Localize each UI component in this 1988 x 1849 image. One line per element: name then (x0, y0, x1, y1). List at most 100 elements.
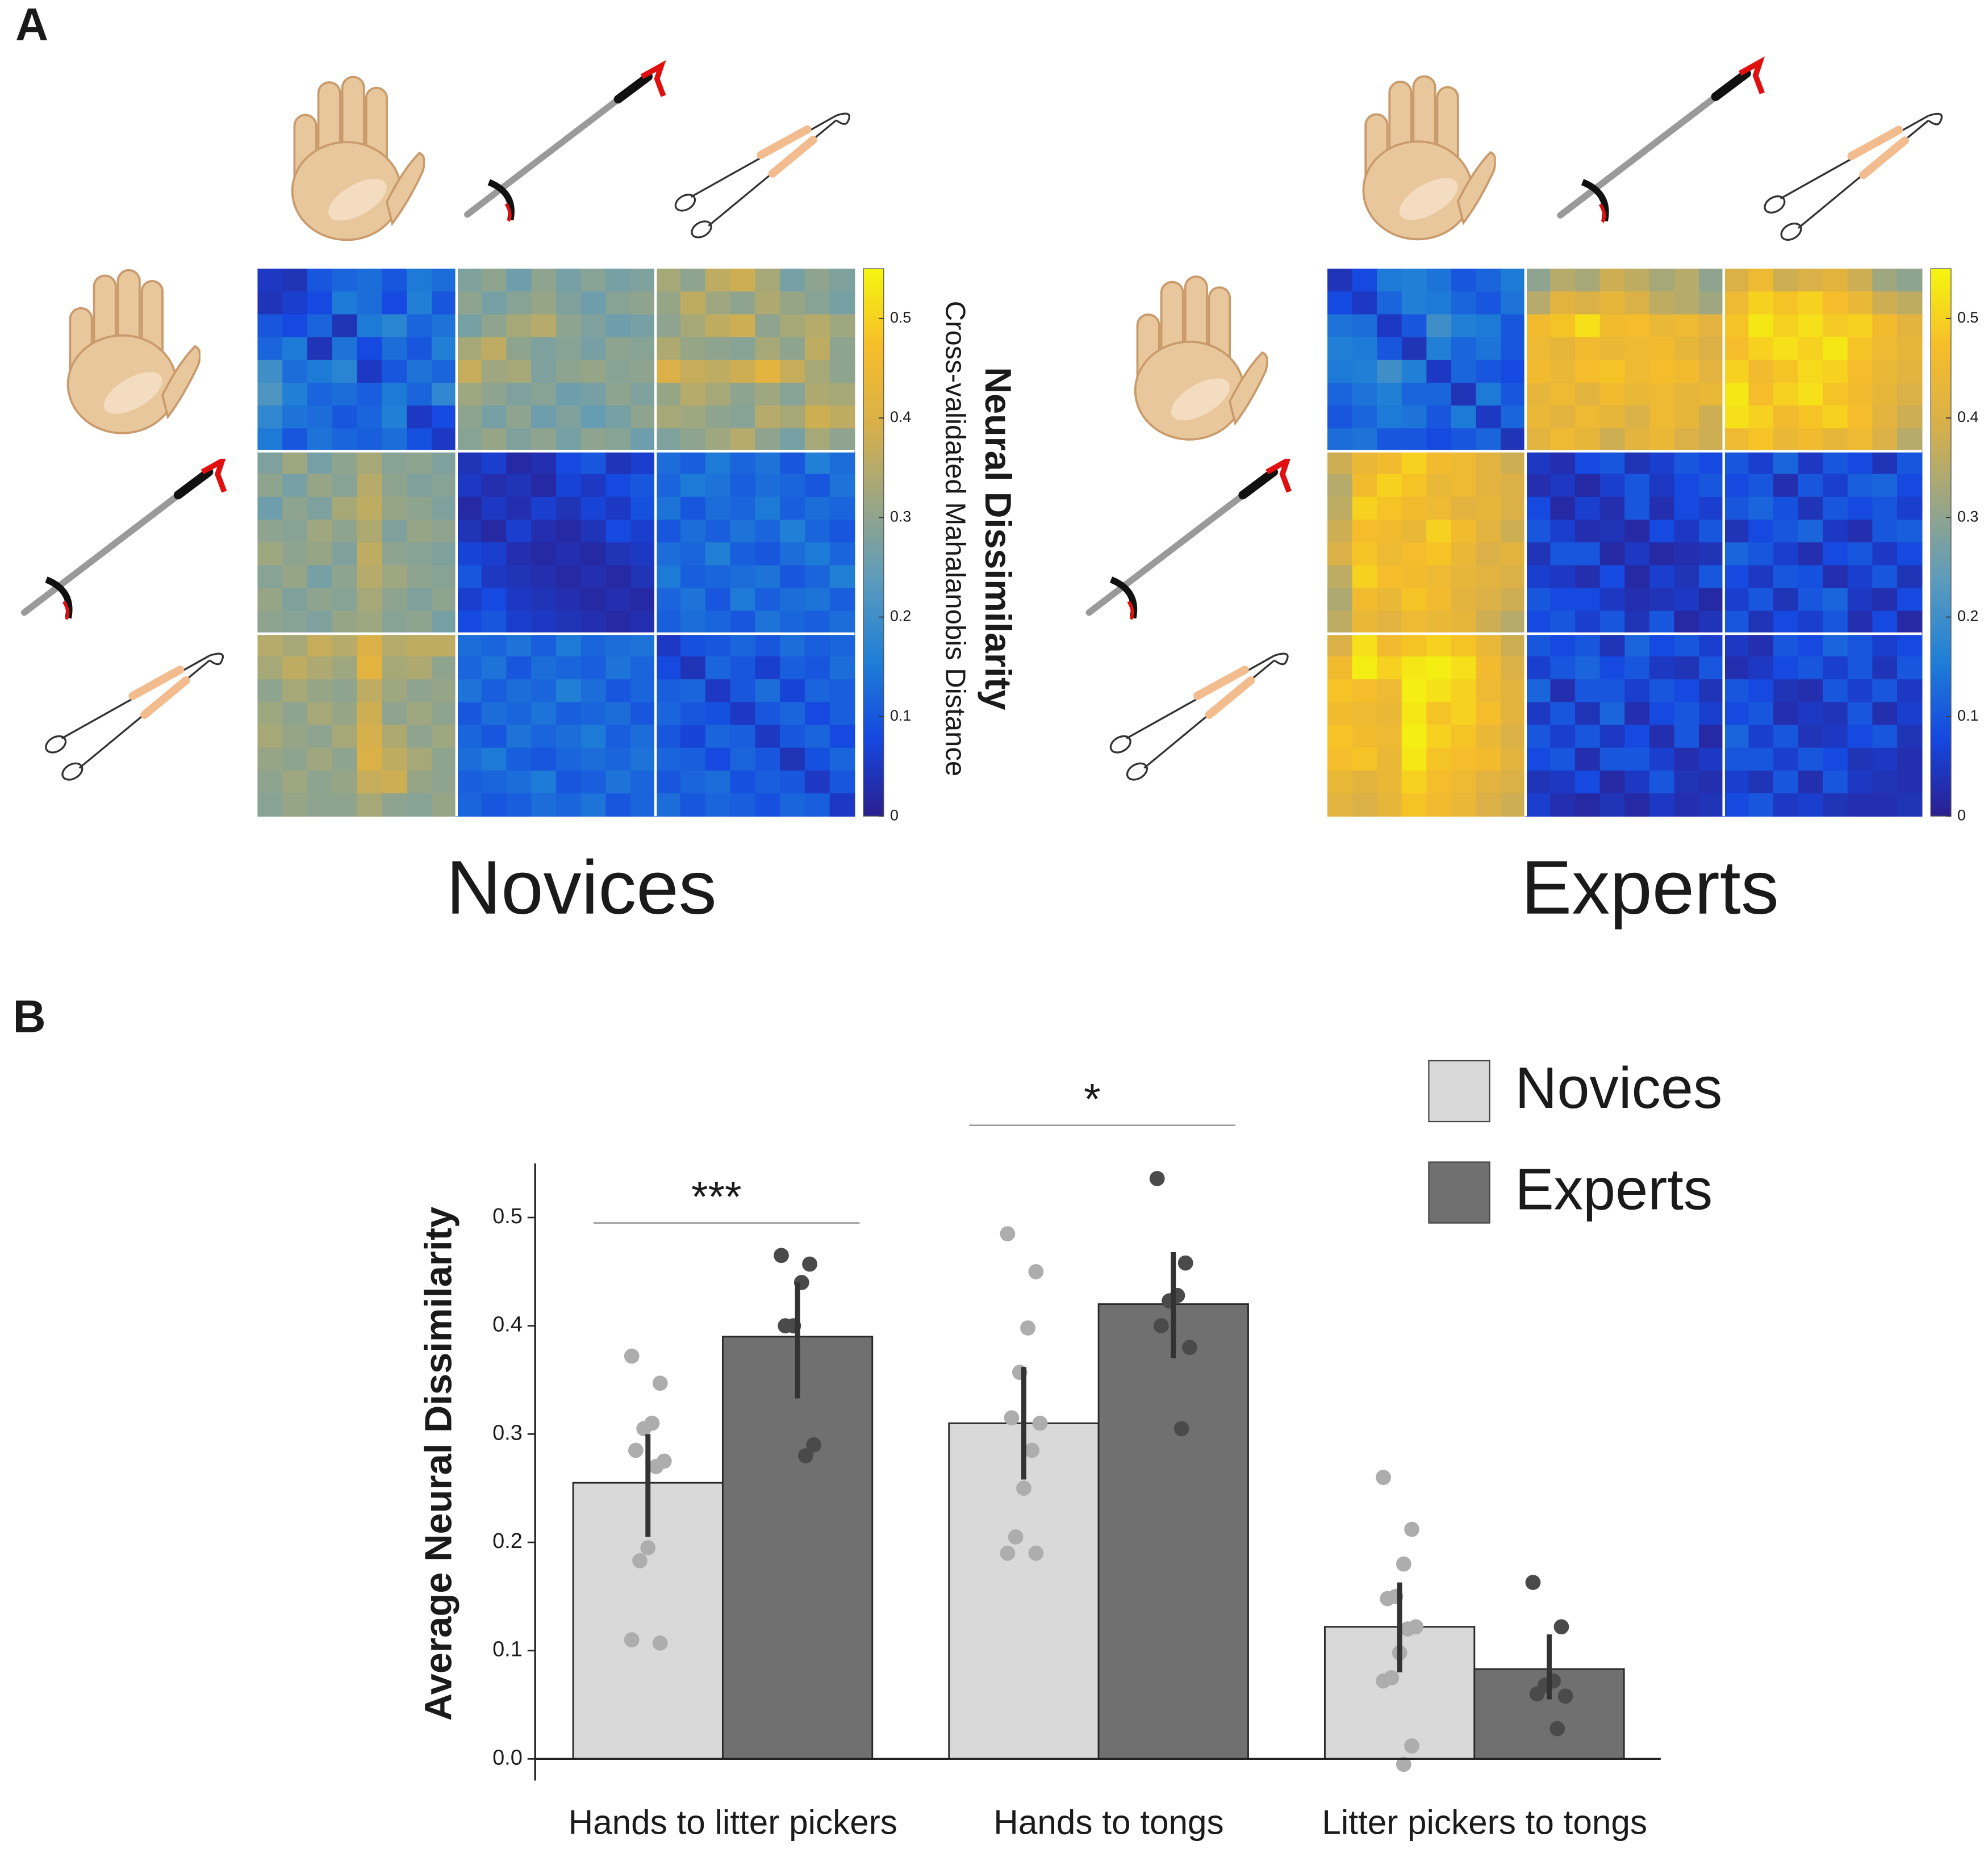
heatmap-cell (307, 382, 333, 407)
heatmap-cell (780, 382, 805, 407)
heatmap-cell (1352, 269, 1378, 292)
heatmap-cell (1897, 793, 1923, 817)
data-point (1024, 1442, 1040, 1458)
heatmap-cell (307, 314, 333, 338)
heatmap-cell (605, 359, 632, 383)
heatmap-cell (1525, 702, 1551, 726)
heatmap-cell (282, 382, 308, 407)
heatmap-cell (1426, 702, 1452, 726)
heatmap-cell (257, 337, 283, 361)
heatmap-cell (1426, 610, 1452, 634)
heatmap-cell (605, 451, 632, 475)
heatmap-cell (1872, 269, 1898, 292)
data-point (624, 1632, 640, 1648)
heatmap-cell (1897, 519, 1923, 543)
heatmap-cell (1723, 702, 1749, 726)
heatmap-cell (456, 770, 482, 794)
heatmap-cell (1649, 747, 1675, 771)
heatmap-cell (580, 793, 607, 817)
heatmap-cell (1773, 291, 1799, 315)
heatmap-cell (680, 633, 706, 657)
heatmap-cell (1699, 337, 1724, 361)
heatmap-cell (556, 702, 582, 726)
heatmap-cell (1550, 269, 1576, 292)
heatmap-cell (1401, 633, 1427, 657)
heatmap-cell (755, 793, 781, 817)
heatmap-cell (829, 405, 855, 429)
heatmap-cell (506, 382, 532, 407)
heatmap-cell (1897, 656, 1923, 680)
data-point (1557, 1688, 1573, 1704)
heatmap-cell (1401, 382, 1427, 407)
heatmap-cell (431, 496, 457, 520)
heatmap-cell (1823, 610, 1848, 634)
heatmap-cell (1525, 793, 1551, 817)
heatmap-cell (1823, 382, 1848, 407)
heatmap-cell (481, 725, 507, 748)
heatmap-cell (1649, 269, 1675, 292)
heatmap-cell (357, 451, 383, 475)
heatmap-cell (282, 565, 308, 589)
heatmap-cell (630, 337, 657, 361)
heatmap-cell (481, 770, 507, 794)
heatmap-cell (332, 451, 358, 475)
heatmap-cell (1352, 725, 1378, 748)
heatmap-cell (1823, 269, 1848, 292)
heatmap-cell (407, 474, 432, 497)
heatmap-cell (680, 291, 706, 315)
heatmap-cell (1773, 610, 1799, 634)
heatmap-cell (431, 474, 457, 497)
heatmap-cell (1798, 269, 1824, 292)
heatmap-cell (780, 610, 805, 634)
heatmap-cell (730, 725, 756, 748)
heatmap-cell (556, 314, 582, 338)
heatmap-cell (456, 793, 482, 817)
heatmap-cell (1699, 314, 1724, 338)
heatmap-cell (332, 633, 358, 657)
heatmap-cell (531, 747, 557, 771)
data-point (1028, 1545, 1044, 1561)
heatmap-cell (1847, 565, 1873, 589)
heatmap-cell (1599, 633, 1626, 657)
heatmap-cell (1599, 588, 1626, 612)
heatmap-cell (804, 382, 830, 407)
heatmap-cell (1897, 679, 1923, 703)
heatmap-cell (282, 291, 308, 315)
heatmap-cell (407, 770, 432, 794)
heatmap-cell (755, 382, 781, 407)
heatmap-cell (1798, 337, 1824, 361)
heatmap-cell (282, 702, 308, 726)
heatmap-cell (307, 565, 333, 589)
heatmap-cell (257, 269, 283, 292)
heatmap-cell (705, 519, 731, 543)
heatmap-cell (1897, 725, 1923, 748)
heatmap-cell (730, 405, 756, 429)
heatmap-cell (1525, 519, 1551, 543)
heatmap-cell (1723, 337, 1749, 361)
heatmap-cell (804, 405, 830, 429)
heatmap-cell (307, 474, 333, 497)
heatmap-cell (357, 610, 383, 634)
heatmap-cell (705, 269, 731, 292)
heatmap-cell (1327, 269, 1353, 292)
colorbar-tick-label: 0.5 (890, 309, 911, 326)
heatmap-cell (431, 747, 457, 771)
heatmap-cell (1649, 702, 1675, 726)
heatmap-cell (282, 542, 308, 566)
heatmap-cell (332, 337, 358, 361)
heatmap-cell (605, 382, 632, 407)
heatmap-cell (1674, 588, 1699, 612)
heatmap-cell (1723, 405, 1749, 429)
heatmap-cell (1599, 656, 1626, 680)
heatmap-cell (1426, 474, 1452, 497)
data-point (1173, 1421, 1189, 1437)
heatmap-cell (655, 679, 681, 703)
heatmap-cell (655, 633, 681, 657)
data-point (806, 1437, 822, 1453)
heatmap-cell (1897, 474, 1923, 497)
heatmap-cell (531, 610, 557, 634)
heatmap-cell (456, 405, 482, 429)
heatmap-cell (730, 565, 756, 589)
heatmap-cell (1773, 747, 1799, 771)
heatmap-cell (705, 291, 731, 315)
